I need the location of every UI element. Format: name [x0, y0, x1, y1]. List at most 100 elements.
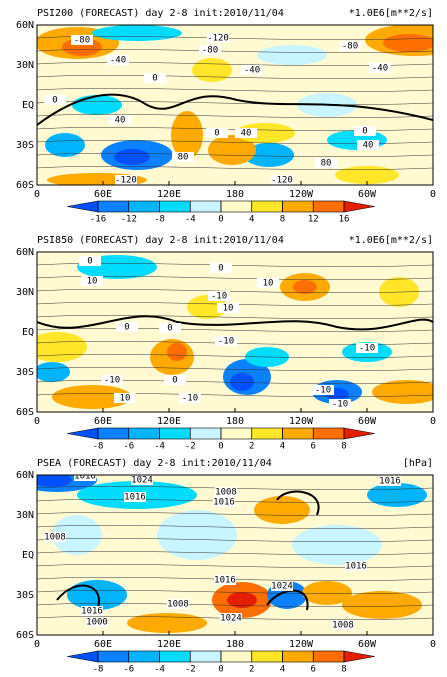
zero-contour [56, 490, 320, 611]
panel: PSI200 (FORECAST) day 2-8 init:2010/11/0… [16, 8, 436, 225]
colorbar-segment [97, 650, 130, 663]
colorbar-tick-label: -2 [185, 442, 196, 452]
lat-label: 60N [16, 20, 34, 31]
colorbar-high [343, 650, 375, 663]
label-box [81, 276, 103, 286]
anomaly-shading [342, 591, 422, 619]
contour-label: -10 [182, 394, 198, 404]
label-box [207, 33, 229, 43]
label-box [220, 613, 242, 623]
lon-label: 60E [94, 189, 112, 200]
label-box [332, 620, 354, 630]
colorbar-tick-label: 8 [280, 215, 285, 225]
anomaly-shading [227, 592, 257, 608]
label-box [74, 475, 96, 481]
contour-label: 1016 [379, 477, 401, 487]
label-box [241, 65, 263, 75]
lat-label: 30N [16, 510, 34, 521]
contour [37, 315, 433, 319]
anomaly-shading [127, 613, 207, 633]
contour-label: -40 [372, 64, 388, 74]
anomaly-shading [230, 373, 254, 391]
anomaly-shading [37, 332, 87, 362]
colorbar-tick-label: -4 [154, 442, 165, 452]
label-box [208, 291, 230, 301]
colorbar-segment [220, 200, 253, 213]
colorbar-segment [282, 200, 314, 213]
lat-label: 60N [16, 470, 34, 481]
contour [37, 393, 433, 397]
anomaly-shading [157, 510, 237, 560]
lon-label: 180 [226, 416, 244, 427]
colorbar-segment [220, 427, 253, 440]
colorbar-segment [282, 650, 314, 663]
label-box [44, 532, 66, 542]
colorbar-tick-label: -16 [90, 215, 106, 225]
colorbar-tick-label: 4 [280, 665, 285, 675]
panel-units: [hPa] [403, 458, 433, 469]
colorbar-tick-label: 6 [311, 442, 316, 452]
contour [37, 603, 433, 607]
colorbar-segment [251, 200, 283, 213]
contour-label: -10 [315, 386, 331, 396]
contour-label: 1024 [271, 582, 293, 592]
contour-label: 1016 [124, 493, 146, 503]
label-box [345, 561, 367, 571]
label-box [312, 385, 334, 395]
label-box [114, 393, 136, 403]
anomaly-shading [383, 34, 433, 52]
colorbar-segment [189, 427, 222, 440]
label-box [109, 115, 131, 125]
label-box [354, 126, 376, 136]
contour-label: 40 [363, 141, 374, 151]
lat-label: EQ [22, 327, 34, 338]
contour-label: -80 [342, 42, 358, 52]
colorbar-low [67, 650, 99, 663]
contour-label: -10 [211, 292, 227, 302]
contour-label: -120 [115, 176, 137, 186]
colorbar-tick-label: 2 [249, 442, 254, 452]
label-box [357, 140, 379, 150]
colorbar-segment [97, 200, 130, 213]
contour-label: -80 [202, 46, 218, 56]
colorbar-tick-label: -6 [123, 442, 134, 452]
anomaly-shading [257, 45, 327, 65]
lon-label: 180 [226, 639, 244, 650]
label-box [81, 606, 103, 616]
colorbar-segment [128, 650, 160, 663]
colorbar-high [343, 427, 375, 440]
anomaly-shading [72, 95, 122, 115]
colorbar-high [343, 200, 375, 213]
contour-label: 0 [52, 96, 57, 106]
label-box [101, 375, 123, 385]
contour-label: 1024 [220, 614, 242, 624]
panel-units: *1.0E6[m**2/s] [349, 8, 433, 19]
colorbar-segment [189, 200, 222, 213]
colorbar-segment [159, 650, 191, 663]
contour [37, 153, 433, 157]
zero-contour [37, 315, 433, 331]
contour [37, 328, 433, 332]
label-box [271, 175, 293, 185]
contour-label: 1008 [167, 600, 189, 610]
colorbar-segment [159, 200, 191, 213]
colorbar-segment [312, 200, 345, 213]
label-box [369, 63, 391, 73]
colorbar-tick-label: 8 [341, 665, 346, 675]
lon-label: 0 [34, 416, 40, 427]
colorbar-low [67, 200, 99, 213]
label-box [124, 492, 146, 502]
label-box [172, 152, 194, 162]
contour-label: 0 [124, 323, 129, 333]
panel-units: *1.0E6[m**2/s] [349, 235, 433, 246]
lon-label: 120W [289, 416, 314, 427]
contour [37, 88, 433, 92]
contour-label: 1008 [44, 533, 66, 543]
anomaly-shading [367, 483, 427, 507]
label-box [167, 599, 189, 609]
contour [37, 512, 433, 516]
label-box [217, 303, 239, 313]
lat-label: 30S [16, 367, 34, 378]
contour [37, 114, 433, 118]
